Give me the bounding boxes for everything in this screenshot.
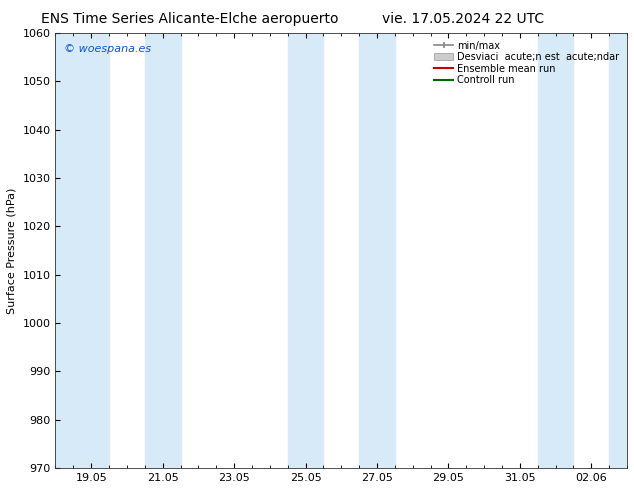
- Y-axis label: Surface Pressure (hPa): Surface Pressure (hPa): [7, 187, 17, 314]
- Bar: [538, 33, 574, 468]
- Bar: [609, 33, 627, 468]
- Legend: min/max, Desviaci  acute;n est  acute;ndar, Ensemble mean run, Controll run: min/max, Desviaci acute;n est acute;ndar…: [431, 38, 622, 88]
- Bar: [145, 33, 181, 468]
- Bar: [56, 33, 109, 468]
- Bar: [359, 33, 395, 468]
- Text: ENS Time Series Alicante-Elche aeropuerto: ENS Time Series Alicante-Elche aeropuert…: [41, 12, 339, 26]
- Text: © woespana.es: © woespana.es: [64, 44, 151, 54]
- Text: vie. 17.05.2024 22 UTC: vie. 17.05.2024 22 UTC: [382, 12, 544, 26]
- Bar: [288, 33, 323, 468]
